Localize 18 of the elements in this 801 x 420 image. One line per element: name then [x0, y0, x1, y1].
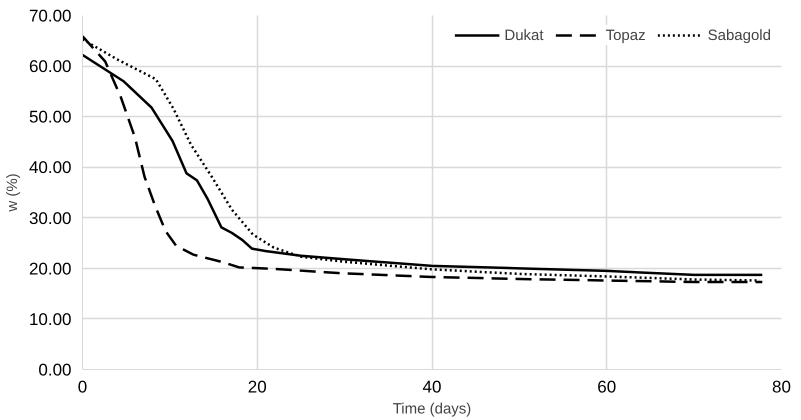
y-tick-label: 30.00 — [28, 208, 72, 228]
legend-label: Dukat — [504, 26, 544, 44]
x-tick-label: 60 — [597, 378, 616, 396]
y-tick-label: 60.00 — [28, 57, 72, 76]
x-tick-label: 80 — [772, 378, 791, 396]
y-tick-label: 20.00 — [28, 259, 72, 278]
x-tick-label: 20 — [248, 378, 267, 396]
y-axis-title: w (%) — [4, 173, 21, 213]
x-tick-label: 0 — [78, 378, 88, 396]
y-tick-label: 40.00 — [28, 158, 72, 178]
y-tick-label: 10.00 — [28, 310, 72, 329]
y-tick-label: 0.00 — [38, 360, 72, 380]
legend-label: Sabagold — [708, 26, 771, 44]
x-tick-label: 40 — [422, 378, 442, 396]
legend-label: Topaz — [606, 26, 646, 44]
y-tick-label: 50.00 — [28, 108, 72, 127]
y-tick-label: 70.00 — [28, 6, 72, 26]
x-axis-title: Time (days) — [392, 400, 472, 418]
